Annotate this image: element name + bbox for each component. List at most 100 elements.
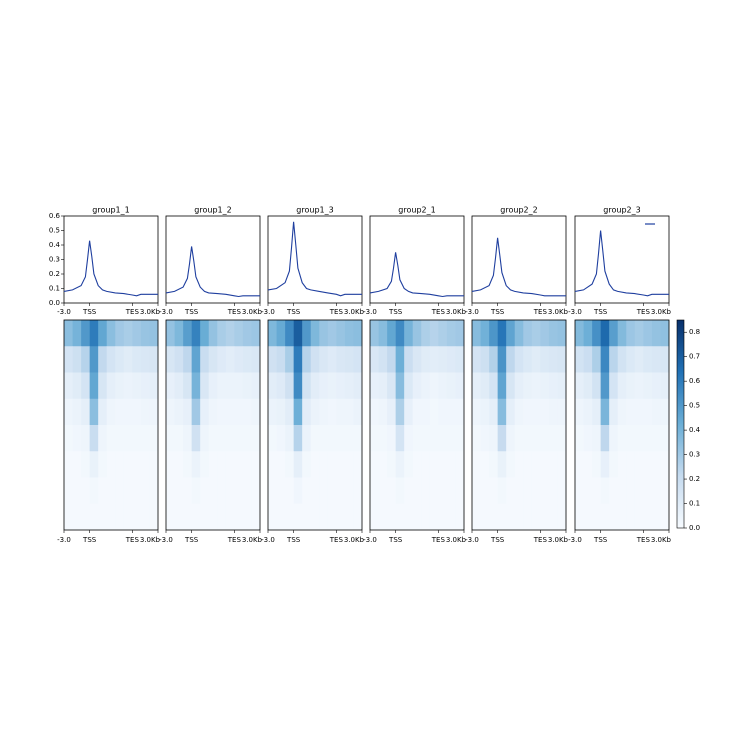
heatmap-cell	[166, 503, 175, 531]
heatmap-cell	[506, 320, 516, 347]
heatmap-cell	[600, 477, 610, 505]
colorbar-tick-label: 0.6	[689, 377, 701, 385]
heatmap-cell	[217, 425, 227, 452]
heatmap-cell	[166, 477, 175, 505]
heatmap-cell	[234, 425, 244, 452]
heatmap-cell	[575, 451, 584, 478]
heatmap-cell	[336, 451, 346, 478]
heatmap-cell	[310, 372, 320, 400]
heatmap-cell	[378, 503, 388, 531]
heatmap-cell	[115, 398, 125, 426]
heatmap-cell	[64, 372, 73, 400]
heatmap-cell	[480, 451, 490, 478]
heatmap-cell	[548, 451, 558, 478]
heatmap-cell	[626, 372, 636, 400]
heatmap-cell	[540, 477, 550, 505]
heatmap-cell	[395, 320, 405, 347]
heatmap-cell	[412, 425, 422, 452]
heatmap-cell	[302, 477, 312, 505]
heatmap-cell	[149, 477, 159, 505]
heatmap-cell	[540, 503, 550, 531]
heatmap-cell	[336, 398, 346, 426]
heatmap-cell	[575, 346, 584, 373]
heatmap-cell	[319, 503, 329, 531]
panel-title: group2_3	[603, 206, 640, 215]
heatmap-cell	[64, 425, 73, 452]
heatmap-cell	[412, 451, 422, 478]
heatmap-cell	[421, 372, 431, 400]
heatmap-cell	[344, 372, 354, 400]
heatmap-cell	[268, 451, 277, 478]
heatmap-cell	[617, 398, 627, 426]
heatmap-cell	[268, 398, 277, 426]
heatmap-cell	[395, 425, 405, 452]
heatmap-cell	[575, 477, 584, 505]
heatmap-cell	[132, 477, 142, 505]
heatmap-cell	[200, 372, 210, 400]
x-tick-label: TSS	[388, 536, 403, 544]
heatmap-cell	[242, 372, 252, 400]
heatmap-cell	[472, 425, 481, 452]
heatmap-cell	[429, 477, 439, 505]
heatmap-cell	[643, 503, 653, 531]
heatmap-cell	[651, 372, 661, 400]
heatmap-cell	[472, 451, 481, 478]
heatmap-cell	[106, 425, 116, 452]
heatmap-cell	[557, 372, 567, 400]
heatmap-cell	[617, 346, 627, 373]
heatmap-cell	[217, 503, 227, 531]
heatmap-cell	[660, 346, 670, 373]
colorbar-tick-label: 0.0	[689, 524, 700, 532]
heatmap-cell	[378, 451, 388, 478]
heatmap-cell	[489, 372, 498, 400]
heatmap-cell	[651, 425, 661, 452]
heatmap-cell	[336, 477, 346, 505]
heatmap-cell	[285, 372, 294, 400]
heatmap-cell	[497, 372, 507, 400]
x-tick-label: TES	[125, 536, 140, 544]
heatmap-cell	[583, 372, 593, 400]
heatmap-cell	[370, 503, 379, 531]
y-tick-label: 0.6	[49, 212, 61, 220]
heatmap-cell	[429, 451, 439, 478]
x-tick-label: TES	[227, 536, 242, 544]
heatmap-cell	[643, 425, 653, 452]
heatmap-cell	[353, 425, 363, 452]
heatmap-cell	[115, 346, 125, 373]
heatmap-cell	[115, 477, 125, 505]
heatmap-cell	[660, 503, 670, 531]
heatmap-cell	[344, 477, 354, 505]
heatmap-cell	[319, 346, 329, 373]
heatmap-cell	[540, 372, 550, 400]
y-tick-label: 0.5	[49, 227, 60, 235]
heatmap-cell	[438, 425, 448, 452]
heatmap-cell	[438, 320, 448, 347]
panel-title: group1_3	[296, 206, 333, 215]
heatmap-cell	[191, 320, 201, 347]
heatmap-cell	[506, 425, 516, 452]
heatmap-frame	[267, 319, 363, 531]
heatmap-cell	[506, 372, 516, 400]
heatmap-cell	[293, 425, 303, 452]
heatmap-cell	[183, 398, 192, 426]
heatmap-cell	[140, 372, 150, 400]
x-tick-label: TES	[431, 536, 446, 544]
heatmap-cell	[378, 425, 388, 452]
heatmap-cell	[327, 477, 337, 505]
heatmap-cell	[557, 398, 567, 426]
heatmap-cell	[609, 320, 619, 347]
heatmap-cell	[174, 346, 184, 373]
heatmap-cell	[480, 425, 490, 452]
heatmap-cell	[370, 346, 379, 373]
heatmap-cell	[651, 320, 661, 347]
heatmap-cell	[592, 346, 601, 373]
heatmap-cell	[123, 477, 133, 505]
heatmap-cell	[234, 320, 244, 347]
heatmap-cell	[600, 346, 610, 373]
heatmap-cell	[617, 477, 627, 505]
heatmap-cell	[557, 477, 567, 505]
heatmap-cell	[234, 451, 244, 478]
heatmap-cell	[609, 477, 619, 505]
heatmap-cell	[276, 320, 286, 347]
x-tick-label: TSS	[184, 536, 199, 544]
